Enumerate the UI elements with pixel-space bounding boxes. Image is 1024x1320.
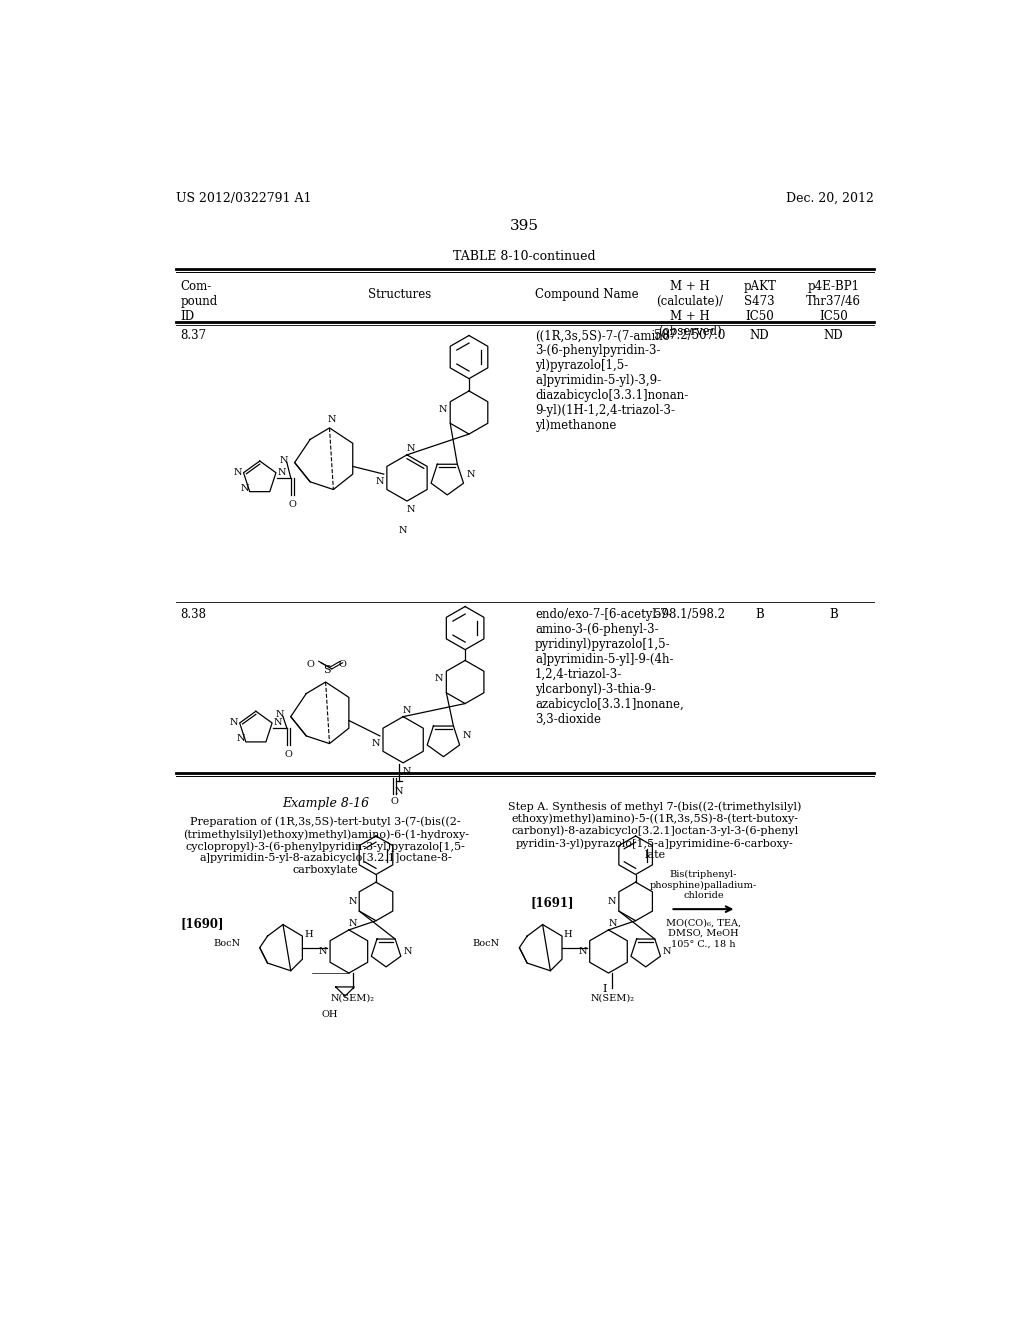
- Text: O: O: [285, 750, 293, 759]
- Text: N: N: [403, 946, 412, 956]
- Text: Example 8-16: Example 8-16: [282, 797, 370, 810]
- Text: N: N: [229, 718, 239, 727]
- Text: N: N: [375, 478, 384, 486]
- Text: N: N: [318, 946, 328, 956]
- Text: N: N: [663, 946, 672, 956]
- Text: S: S: [324, 665, 331, 676]
- Text: Compound Name: Compound Name: [535, 288, 639, 301]
- Text: US 2012/0322791 A1: US 2012/0322791 A1: [176, 191, 311, 205]
- Text: H: H: [304, 931, 312, 939]
- Text: N: N: [435, 675, 443, 684]
- Text: N: N: [241, 484, 249, 492]
- Text: O: O: [391, 797, 398, 805]
- Text: 598.1/598.2: 598.1/598.2: [654, 609, 725, 622]
- Text: N(SEM)₂: N(SEM)₂: [591, 994, 635, 1003]
- Text: N: N: [372, 739, 380, 748]
- Text: [1691]: [1691]: [531, 896, 574, 909]
- Text: N: N: [608, 920, 616, 928]
- Text: N: N: [237, 734, 245, 743]
- Text: Structures: Structures: [368, 288, 431, 301]
- Text: Dec. 20, 2012: Dec. 20, 2012: [785, 191, 873, 205]
- Text: pAKT
S473
IC50: pAKT S473 IC50: [743, 280, 776, 323]
- Text: OH: OH: [322, 1010, 338, 1019]
- Text: N: N: [608, 898, 616, 906]
- Text: BocN: BocN: [213, 940, 241, 948]
- Text: 8.38: 8.38: [180, 609, 207, 622]
- Text: N: N: [399, 525, 408, 535]
- Text: ND: ND: [750, 330, 769, 342]
- Text: B: B: [756, 609, 764, 622]
- Text: N: N: [402, 767, 412, 776]
- Text: N: N: [276, 710, 285, 719]
- Text: ((1R,3s,5S)-7-(7-amino-
3-(6-phenylpyridin-3-
yl)pyrazolo[1,5-
a]pyrimidin-5-yl): ((1R,3s,5S)-7-(7-amino- 3-(6-phenylpyrid…: [535, 330, 688, 433]
- Text: I: I: [602, 983, 607, 994]
- Text: N: N: [233, 467, 242, 477]
- Text: B: B: [828, 609, 838, 622]
- Text: N: N: [278, 467, 286, 477]
- Text: O: O: [289, 499, 296, 508]
- Text: N: N: [407, 506, 415, 513]
- Text: 8.37: 8.37: [180, 330, 207, 342]
- Text: H: H: [563, 931, 572, 939]
- Text: O: O: [339, 660, 347, 669]
- Text: N: N: [402, 706, 412, 715]
- Text: N: N: [463, 731, 471, 741]
- Text: N: N: [328, 414, 336, 424]
- Text: N: N: [348, 920, 357, 928]
- Text: ND: ND: [823, 330, 843, 342]
- Text: N: N: [273, 718, 282, 727]
- Text: BocN: BocN: [473, 940, 500, 948]
- Text: O: O: [306, 660, 314, 669]
- Text: N: N: [467, 470, 475, 479]
- Text: M + H
(calculate)/
M + H
(observed): M + H (calculate)/ M + H (observed): [656, 280, 723, 338]
- Text: N: N: [579, 946, 587, 956]
- Text: 507.2/507.0: 507.2/507.0: [654, 330, 726, 342]
- Text: Bis(triphenyl-
phosphine)palladium-
chloride: Bis(triphenyl- phosphine)palladium- chlo…: [650, 870, 757, 900]
- Text: MO(CO)₆, TEA,
DMSO, MeOH
105° C., 18 h: MO(CO)₆, TEA, DMSO, MeOH 105° C., 18 h: [666, 919, 741, 948]
- Text: Com-
pound
ID: Com- pound ID: [180, 280, 218, 323]
- Text: TABLE 8-10-continued: TABLE 8-10-continued: [454, 251, 596, 264]
- Text: N: N: [280, 455, 289, 465]
- Text: N: N: [407, 445, 415, 453]
- Text: [1690]: [1690]: [180, 917, 224, 929]
- Text: N: N: [395, 788, 403, 796]
- Text: N: N: [439, 405, 447, 414]
- Text: Step A. Synthesis of methyl 7-(bis((2-(trimethylsilyl)
ethoxy)methyl)amino)-5-((: Step A. Synthesis of methyl 7-(bis((2-(t…: [508, 801, 802, 861]
- Text: Preparation of (1R,3s,5S)-tert-butyl 3-(7-(bis((2-
(trimethylsilyl)ethoxy)methyl: Preparation of (1R,3s,5S)-tert-butyl 3-(…: [182, 817, 469, 875]
- Text: p4E-BP1
Thr37/46
IC50: p4E-BP1 Thr37/46 IC50: [806, 280, 861, 323]
- Text: endo/exo-7-[6-acetyl-7-
amino-3-(6-phenyl-3-
pyridinyl)pyrazolo[1,5-
a]pyrimidin: endo/exo-7-[6-acetyl-7- amino-3-(6-pheny…: [535, 609, 684, 726]
- Text: 395: 395: [510, 219, 540, 234]
- Text: N: N: [348, 898, 356, 906]
- Text: N(SEM)₂: N(SEM)₂: [331, 994, 375, 1003]
